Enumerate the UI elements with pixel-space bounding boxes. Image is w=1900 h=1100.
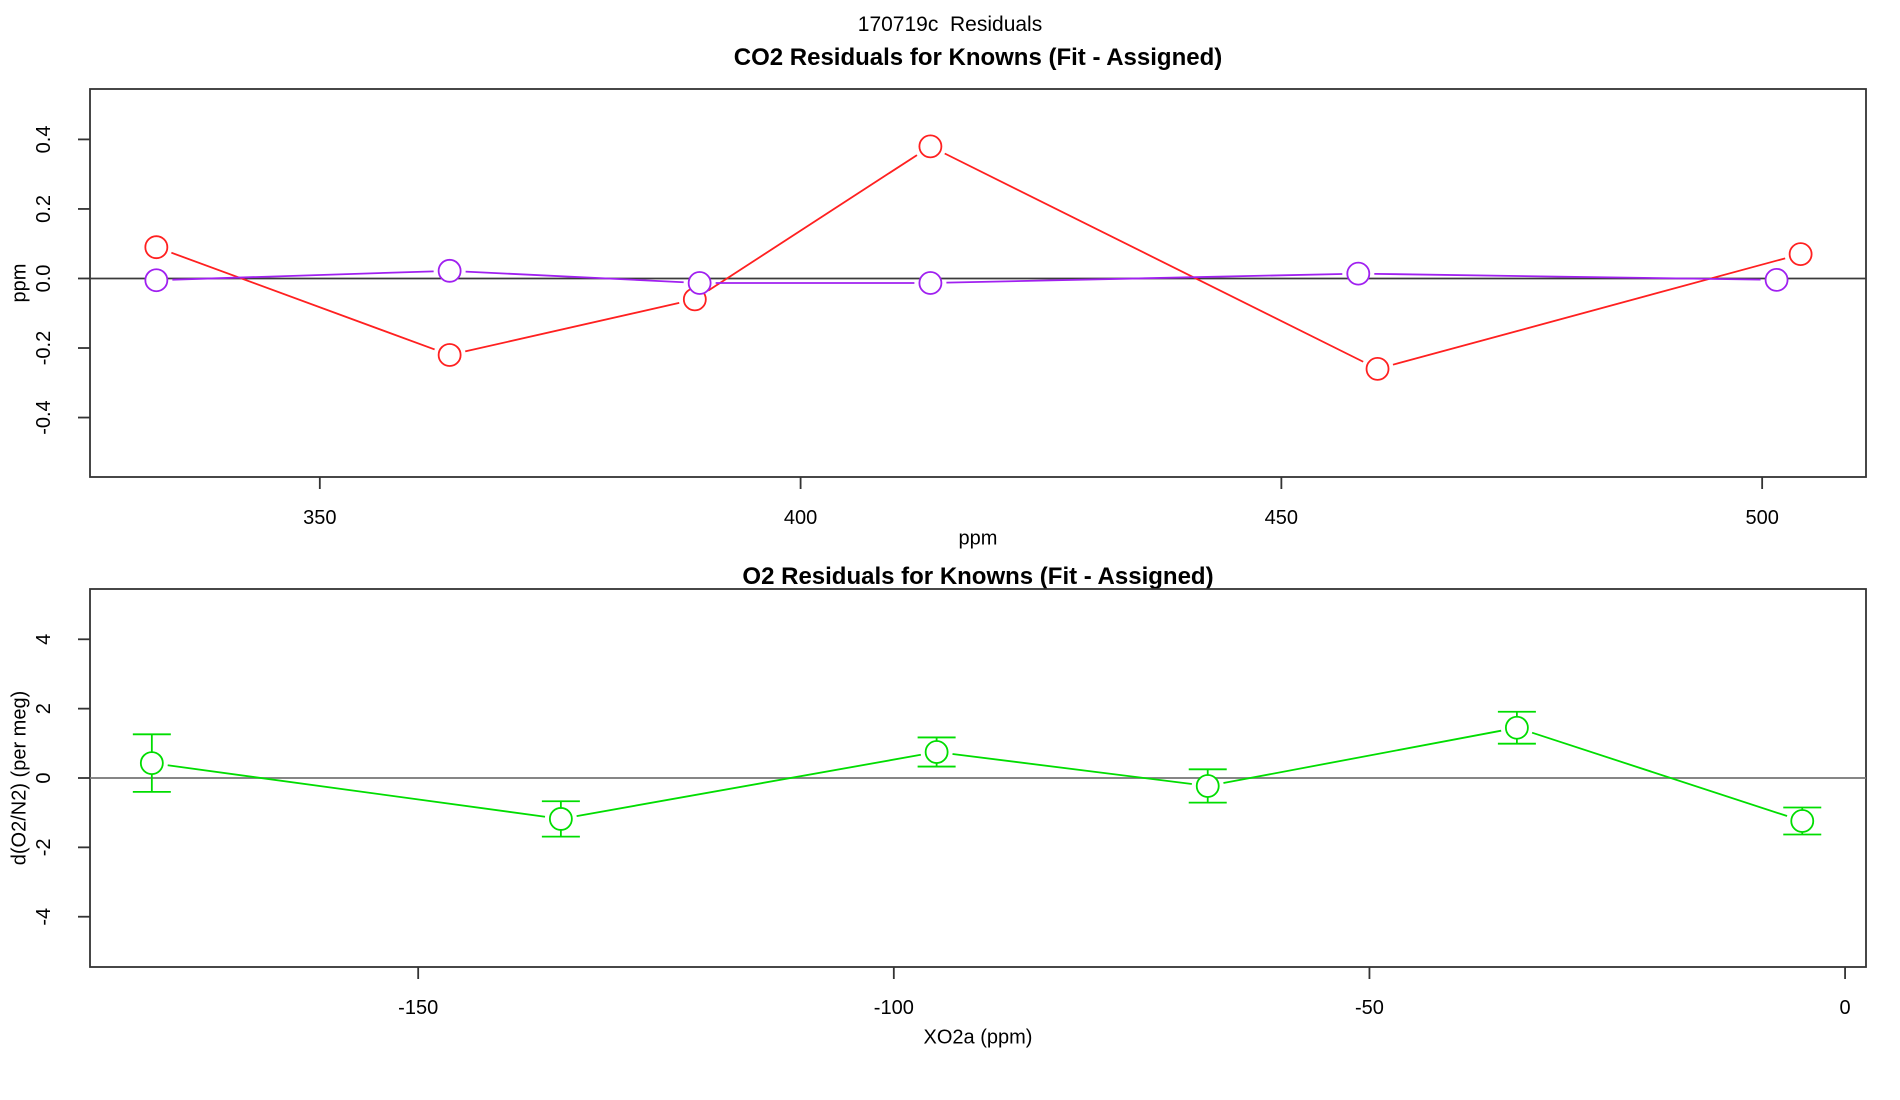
panel-co2: 350 400 450 500 -0.4 -0.2 0.0 0.2 0.4 bbox=[33, 88, 1867, 529]
data-point bbox=[1346, 261, 1371, 286]
x-tick-label: 450 bbox=[1265, 507, 1298, 529]
data-point bbox=[924, 740, 949, 764]
data-point bbox=[1504, 715, 1529, 740]
series-segment bbox=[1392, 257, 1786, 366]
x-tick-label: 0 bbox=[1840, 997, 1851, 1019]
data-point bbox=[1788, 242, 1813, 267]
x-tick-label: 350 bbox=[303, 507, 336, 529]
x-tick-label: -150 bbox=[398, 997, 438, 1019]
y-tick-label: -4 bbox=[33, 908, 55, 926]
series-segment bbox=[465, 302, 680, 353]
series-co2-residual-purple bbox=[172, 270, 1761, 284]
y-tick-label: 0.2 bbox=[33, 195, 55, 223]
co2-xaxis-label: ppm bbox=[958, 527, 998, 550]
series-segment bbox=[1531, 731, 1788, 817]
panel-frame bbox=[89, 88, 1867, 478]
y-tick-label: 2 bbox=[33, 703, 55, 714]
y-tick-label: 4 bbox=[33, 634, 55, 645]
x-tick-label: 400 bbox=[784, 507, 817, 529]
data-point bbox=[1195, 774, 1220, 798]
y-tick-label: 0 bbox=[33, 772, 55, 783]
y-tick-label: 0.0 bbox=[33, 265, 55, 293]
series-segment bbox=[465, 270, 684, 284]
points-o2-residual-green bbox=[139, 715, 1815, 833]
y-tick-label: -0.2 bbox=[33, 331, 55, 365]
series-o2-residual-green bbox=[132, 710, 1822, 838]
data-point bbox=[144, 268, 169, 293]
series-segment bbox=[944, 152, 1364, 363]
data-point bbox=[548, 807, 573, 831]
series-segment bbox=[1223, 729, 1502, 784]
panel-o2: -150 -100 -50 0 -4 -2 0 2 4 bbox=[33, 588, 1867, 1019]
data-point bbox=[437, 343, 462, 367]
o2-xaxis-label: XO2a (ppm) bbox=[923, 1026, 1033, 1049]
y-tick-label: -2 bbox=[33, 838, 55, 856]
series-segment bbox=[171, 251, 435, 351]
series-segment bbox=[952, 753, 1192, 785]
series-segment bbox=[576, 753, 922, 818]
series-co2-residual-red bbox=[171, 152, 1786, 366]
y-tick-label: 0.4 bbox=[33, 126, 55, 154]
series-segment bbox=[172, 270, 434, 281]
data-point bbox=[139, 751, 164, 775]
data-point bbox=[1365, 356, 1390, 381]
data-point bbox=[918, 271, 943, 295]
series-segment bbox=[707, 154, 918, 292]
data-point bbox=[144, 235, 169, 260]
figure-title: 170719c Residuals bbox=[857, 13, 1043, 36]
series-segment bbox=[167, 764, 546, 818]
data-point bbox=[437, 258, 462, 283]
y-tick-label: -0.4 bbox=[33, 400, 55, 434]
data-point bbox=[918, 134, 943, 159]
x-tick-label: -100 bbox=[874, 997, 914, 1019]
data-point bbox=[1790, 809, 1815, 833]
o2-panel-title: O2 Residuals for Knowns (Fit - Assigned) bbox=[742, 563, 1214, 590]
data-point bbox=[1764, 267, 1789, 292]
points-co2-residual-red bbox=[144, 134, 1813, 381]
co2-panel-title: CO2 Residuals for Knowns (Fit - Assigned… bbox=[733, 44, 1223, 71]
x-tick-label: 500 bbox=[1745, 507, 1778, 529]
series-segment bbox=[946, 273, 1343, 284]
x-tick-label: -50 bbox=[1355, 997, 1384, 1019]
data-point bbox=[687, 271, 712, 295]
series-segment bbox=[1374, 272, 1761, 281]
points-co2-residual-purple bbox=[144, 258, 1789, 295]
